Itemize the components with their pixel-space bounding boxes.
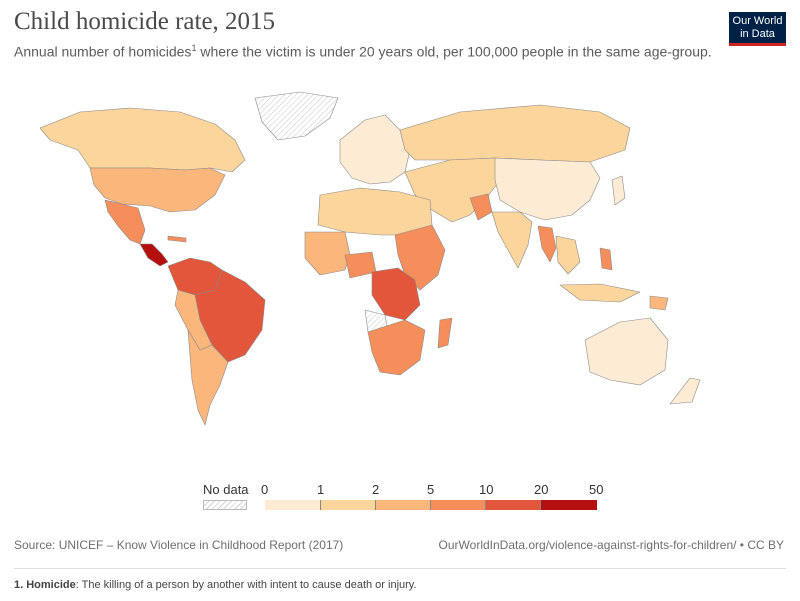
- subtitle-text-rest: where the victim is under 20 years old, …: [196, 43, 712, 60]
- legend-swatch: [265, 500, 321, 510]
- region-east-africa[interactable]: [394, 224, 446, 291]
- region-madagascar[interactable]: [437, 317, 453, 349]
- legend-no-data-swatch: [203, 500, 247, 510]
- region-myanmar[interactable]: [537, 225, 557, 263]
- region-afghanistan[interactable]: [469, 193, 493, 221]
- region-papua-new-guinea[interactable]: [649, 295, 669, 311]
- legend-tick-label: 2: [372, 482, 380, 497]
- region-southern-africa[interactable]: [367, 319, 426, 376]
- region-united-states[interactable]: [89, 167, 226, 213]
- region-philippines[interactable]: [599, 247, 613, 271]
- region-europe[interactable]: [339, 114, 411, 185]
- region-central-africa[interactable]: [371, 267, 421, 321]
- logo-line-1: Our World: [732, 15, 783, 27]
- region-new-zealand[interactable]: [669, 377, 701, 405]
- subtitle-text: Annual number of homicides: [14, 43, 192, 60]
- world-map: [39, 91, 701, 426]
- region-australia[interactable]: [584, 317, 669, 386]
- region-central-america[interactable]: [139, 243, 169, 267]
- legend-tick-label: 10: [479, 482, 494, 497]
- chart-subtitle: Annual number of homicides1 where the vi…: [14, 43, 712, 60]
- footnote-marker: 1: [191, 43, 197, 53]
- footnote-term: 1. Homicide: [14, 579, 76, 591]
- region-nigeria[interactable]: [344, 251, 377, 279]
- region-argentina-chile[interactable]: [187, 329, 229, 426]
- legend-swatch: [376, 500, 431, 510]
- legend-tick-label: 1: [317, 482, 325, 497]
- region-china[interactable]: [494, 157, 601, 221]
- region-caribbean[interactable]: [167, 235, 187, 243]
- chart-title: Child homicide rate, 2015: [14, 8, 276, 35]
- source-note: Source: UNICEF – Know Violence in Childh…: [14, 538, 344, 552]
- region-russia[interactable]: [399, 104, 631, 163]
- legend-tick-label: 50: [589, 482, 604, 497]
- region-canada[interactable]: [39, 107, 246, 173]
- region-southeast-asia[interactable]: [555, 235, 581, 275]
- region-mexico[interactable]: [104, 199, 146, 245]
- region-venezuela-colombia[interactable]: [167, 257, 223, 296]
- legend-swatch: [321, 500, 376, 510]
- legend-swatch: [431, 500, 486, 510]
- legend-tick-label: 5: [427, 482, 435, 497]
- footnote-text: : The killing of a person by another wit…: [75, 579, 417, 591]
- credit-link[interactable]: OurWorldInData.org/violence-against-righ…: [438, 538, 784, 552]
- divider: [14, 568, 786, 569]
- region-west-africa[interactable]: [304, 231, 351, 276]
- legend-swatch: [541, 500, 597, 510]
- region-india[interactable]: [491, 211, 533, 269]
- legend-swatch: [486, 500, 541, 510]
- footnote: 1. Homicide: The killing of a person by …: [14, 579, 417, 591]
- region-japan[interactable]: [611, 175, 626, 206]
- legend-tick-label: 20: [534, 482, 549, 497]
- logo-line-2: in Data: [740, 28, 775, 40]
- legend-tick-label: 0: [261, 482, 269, 497]
- our-world-in-data-logo[interactable]: Our World in Data: [729, 12, 786, 46]
- legend-no-data-label: No data: [203, 482, 249, 497]
- region-greenland[interactable]: [254, 91, 339, 141]
- region-indonesia[interactable]: [559, 283, 641, 303]
